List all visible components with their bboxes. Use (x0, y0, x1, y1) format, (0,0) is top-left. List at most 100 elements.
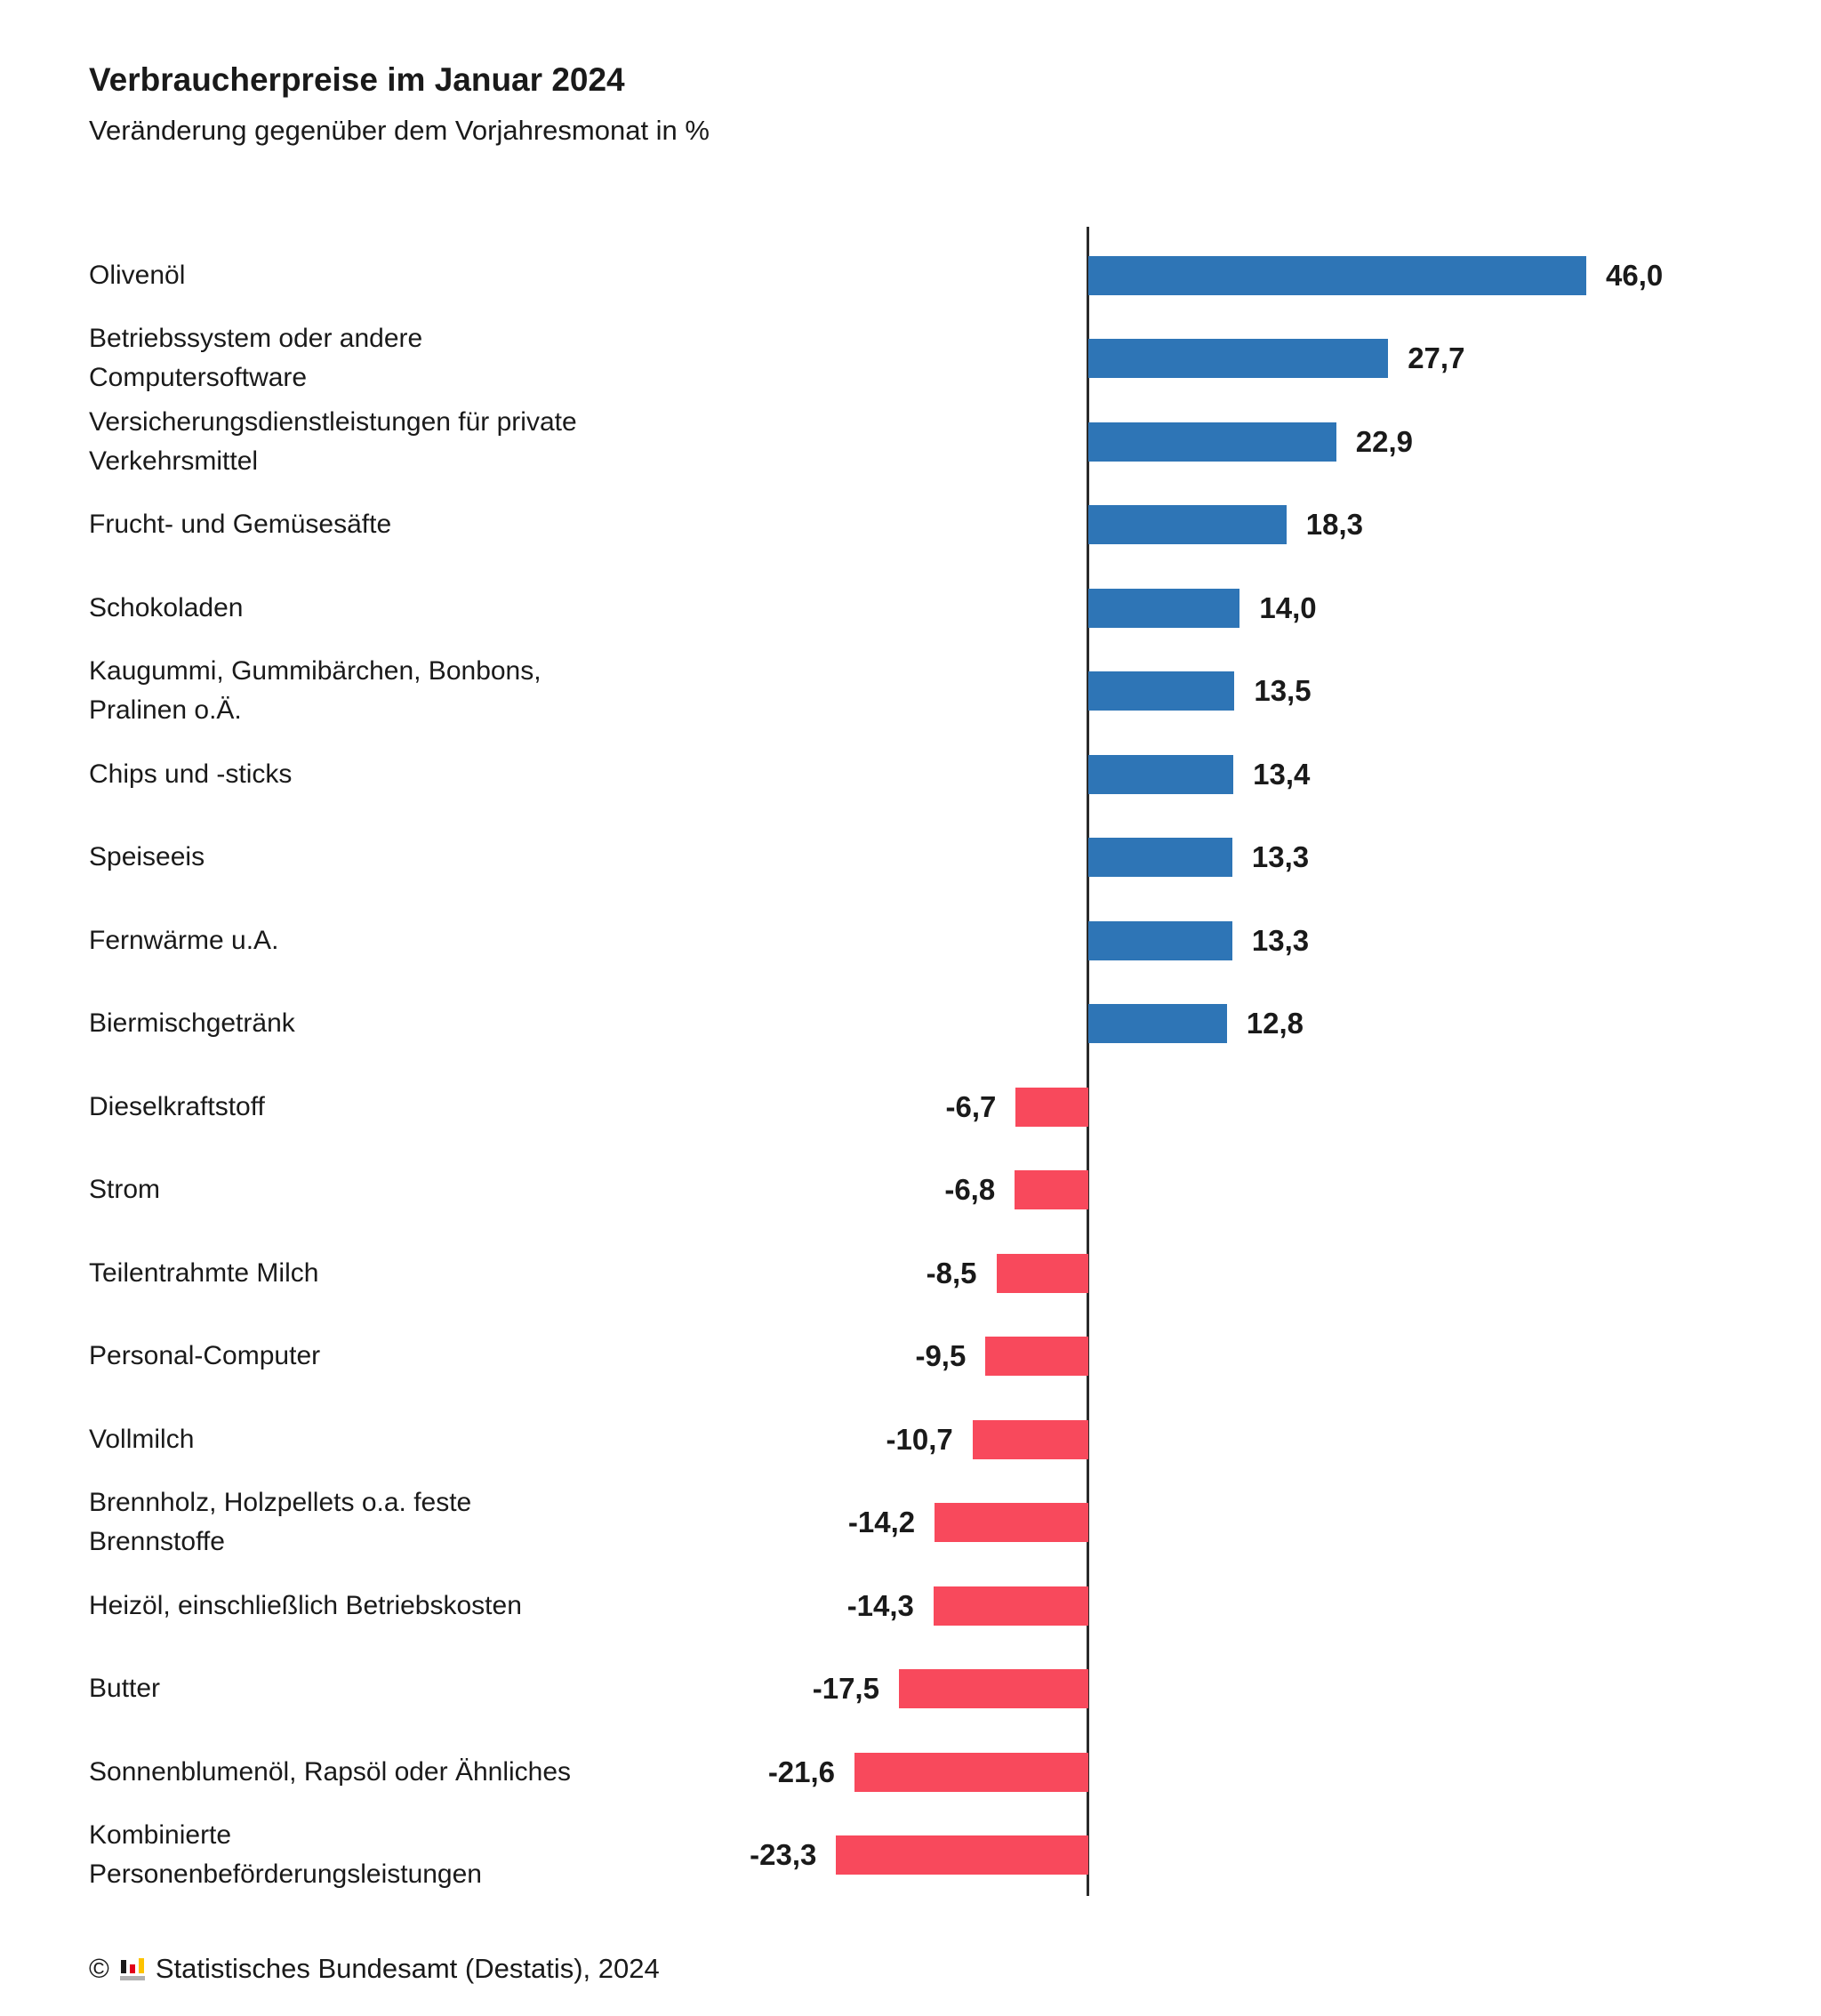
bar-track: -8,5 (614, 1232, 1821, 1315)
category-label: Vollmilch (89, 1424, 195, 1454)
value-label: -21,6 (767, 1755, 836, 1788)
bar-track: -14,2 (614, 1482, 1821, 1565)
chart-row: Vollmilch -10,7 (0, 1398, 1821, 1482)
category-label: Frucht- und Gemüsesäfte (89, 510, 392, 540)
value-label: 13,4 (1253, 757, 1311, 791)
value-label: 22,9 (1355, 424, 1414, 458)
bar-negative (996, 1253, 1088, 1293)
category-label: Personal-Computer (89, 1341, 321, 1371)
value-label: 46,0 (1606, 258, 1664, 292)
chart-title: Verbraucherpreise im Januar 2024 (89, 61, 625, 98)
value-label: -14,2 (847, 1506, 916, 1539)
category-label: Brennholz, Holzpellets o.a. feste Brenns… (89, 1488, 472, 1557)
category-label: Speiseeis (89, 842, 205, 872)
bar-chart: Olivenöl 46,0 Betriebssystem oder andere C… (0, 227, 1821, 1898)
chart-subtitle: Veränderung gegenüber dem Vorjahresmonat… (89, 115, 710, 146)
bar-track: 22,9 (614, 400, 1821, 484)
chart-row: Betriebssystem oder andere Computersoftw… (0, 317, 1821, 401)
bar-negative (898, 1669, 1088, 1709)
bar-negative (854, 1752, 1088, 1792)
bar-track: -21,6 (614, 1731, 1821, 1814)
value-label: 13,3 (1251, 840, 1310, 874)
bar-track: -14,3 (614, 1564, 1821, 1648)
category-label: Butter (89, 1674, 161, 1704)
bar-negative (935, 1503, 1088, 1543)
bar-positive (1088, 339, 1389, 379)
value-label: -9,5 (915, 1339, 967, 1373)
value-label: -10,7 (886, 1422, 953, 1456)
category-label: Betriebssystem oder andere Computersoftw… (89, 324, 423, 393)
value-label: -14,3 (846, 1588, 914, 1622)
value-label: 18,3 (1305, 508, 1364, 542)
bar-track: 46,0 (614, 234, 1821, 317)
category-label: Fernwärme u.A. (89, 925, 279, 955)
bar-track: 13,3 (614, 899, 1821, 983)
value-label: -23,3 (750, 1838, 817, 1872)
category-label: Schokoladen (89, 592, 244, 622)
chart-row: Teilentrahmte Milch -8,5 (0, 1232, 1821, 1315)
category-label: Olivenöl (89, 260, 186, 290)
category-label: Heizöl, einschließlich Betriebskosten (89, 1590, 522, 1620)
category-label: Kaugummi, Gummibärchen, Bonbons, Praline… (89, 656, 541, 726)
bar-negative (1015, 1170, 1088, 1210)
bar-track: -6,8 (614, 1149, 1821, 1233)
bar-track: -17,5 (614, 1648, 1821, 1731)
bar-track: 13,5 (614, 650, 1821, 734)
bar-positive (1088, 920, 1232, 960)
value-label: -17,5 (812, 1672, 879, 1706)
value-label: 14,0 (1259, 590, 1317, 624)
chart-row: Biermischgetränk 12,8 (0, 983, 1821, 1066)
chart-row: Schokoladen 14,0 (0, 566, 1821, 650)
bar-negative (972, 1419, 1088, 1459)
bar-negative (933, 1586, 1088, 1626)
source-text: Statistisches Bundesamt (Destatis), 2024 (155, 1953, 660, 1984)
bar-positive (1088, 588, 1240, 628)
bar-negative (985, 1337, 1088, 1377)
bar-track: 13,4 (614, 733, 1821, 816)
chart-row: Kombinierte Personenbeförderungsleistung… (0, 1814, 1821, 1898)
chart-row: Brennholz, Holzpellets o.a. feste Brenns… (0, 1482, 1821, 1565)
chart-row: Frucht- und Gemüsesäfte 18,3 (0, 484, 1821, 567)
chart-row: Kaugummi, Gummibärchen, Bonbons, Praline… (0, 650, 1821, 734)
category-label: Strom (89, 1175, 161, 1205)
category-label: Biermischgetränk (89, 1008, 295, 1039)
chart-row: Dieselkraftstoff -6,7 (0, 1065, 1821, 1149)
bar-track: 12,8 (614, 983, 1821, 1066)
bar-track: -10,7 (614, 1398, 1821, 1482)
chart-row: Olivenöl 46,0 (0, 234, 1821, 317)
chart-row: Heizöl, einschließlich Betriebskosten -14… (0, 1564, 1821, 1648)
bar-positive (1088, 754, 1234, 794)
value-label: 13,5 (1254, 674, 1312, 708)
value-label: 13,3 (1251, 923, 1310, 957)
copyright-symbol: © (89, 1953, 109, 1984)
destatis-logo-icon (119, 1957, 145, 1980)
value-label: -6,7 (945, 1089, 997, 1123)
category-label: Sonnenblumenöl, Rapsöl oder Ähnliches (89, 1756, 572, 1787)
chart-row: Speiseeis 13,3 (0, 816, 1821, 900)
bar-track: -9,5 (614, 1315, 1821, 1399)
source-footer: © Statistisches Bundesamt (Destatis), 20… (89, 1953, 660, 1985)
value-label: 12,8 (1246, 1007, 1304, 1040)
bar-positive (1088, 422, 1336, 462)
bar-positive (1088, 671, 1235, 711)
bar-positive (1088, 1004, 1227, 1044)
bar-track: 14,0 (614, 566, 1821, 650)
category-label: Dieselkraftstoff (89, 1091, 265, 1121)
value-label: 27,7 (1408, 341, 1465, 375)
chart-row: Personal-Computer -9,5 (0, 1315, 1821, 1399)
bar-track: -6,7 (614, 1065, 1821, 1149)
category-label: Teilentrahmte Milch (89, 1257, 319, 1288)
chart-row: Strom -6,8 (0, 1149, 1821, 1233)
bar-positive (1088, 838, 1232, 878)
value-label: -8,5 (926, 1256, 977, 1289)
category-label: Kombinierte Personenbeförderungsleistung… (89, 1820, 482, 1890)
bar-positive (1088, 505, 1287, 545)
zero-axis-line (1087, 227, 1089, 1896)
bar-positive (1088, 255, 1586, 295)
chart-row: Fernwärme u.A. 13,3 (0, 899, 1821, 983)
value-label: -6,8 (944, 1173, 996, 1207)
chart-row: Butter -17,5 (0, 1648, 1821, 1731)
bar-track: 27,7 (614, 317, 1821, 401)
chart-row: Chips und -sticks 13,4 (0, 733, 1821, 816)
